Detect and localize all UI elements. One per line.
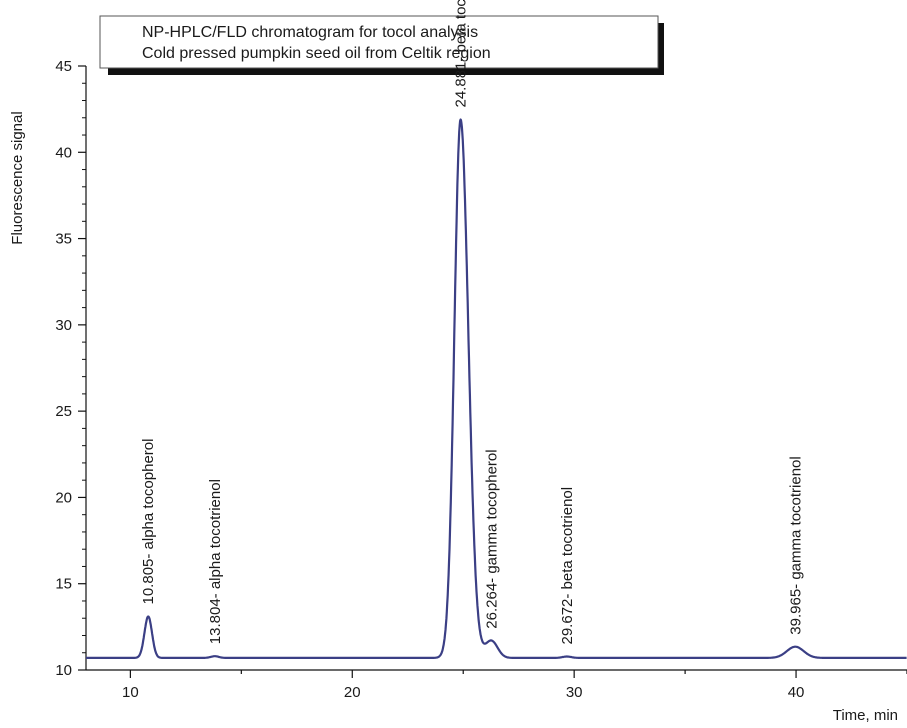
y-tick-label: 45 <box>55 58 72 75</box>
y-axis-label: Fluorescence signal <box>9 111 26 244</box>
peak-label: 13.804- alpha tocotrienol <box>207 479 224 644</box>
y-tick-label: 15 <box>55 576 72 593</box>
x-tick-label: 10 <box>122 684 139 701</box>
y-ticks: 10 15 20 25 30 35 40 45 <box>55 58 86 679</box>
peak-label: 39.965- gamma tocotrienol <box>787 456 804 634</box>
title-box: NP-HPLC/FLD chromatogram for tocol analy… <box>99 15 664 75</box>
y-tick-label: 30 <box>55 317 72 334</box>
peak-label: 24.881- beta tocopherol <box>453 0 470 108</box>
y-tick-label: 10 <box>55 662 72 679</box>
x-tick-label: 40 <box>788 684 805 701</box>
peak-label: 26.264- gamma tocopherol <box>483 449 500 628</box>
chromatogram-trace <box>85 118 907 659</box>
x-tick-label: 30 <box>566 684 583 701</box>
x-tick-label: 20 <box>344 684 361 701</box>
x-axis-label: Time, min <box>833 707 898 724</box>
title-line-1: NP-HPLC/FLD chromatogram for tocol analy… <box>142 24 478 41</box>
peak-labels: 10.805- alpha tocopherol 13.804- alpha to… <box>140 0 804 645</box>
title-line-2: Cold pressed pumpkin seed oil from Celti… <box>142 45 491 62</box>
y-tick-label: 35 <box>55 231 72 248</box>
peak-label: 10.805- alpha tocopherol <box>140 439 157 605</box>
y-tick-label: 40 <box>55 144 72 161</box>
y-tick-label: 25 <box>55 403 72 420</box>
y-tick-label: 20 <box>55 489 72 506</box>
title-box-frame <box>99 15 659 69</box>
peak-label: 29.672- beta tocotrienol <box>559 487 576 645</box>
x-ticks: 10 20 30 40 <box>122 670 907 701</box>
